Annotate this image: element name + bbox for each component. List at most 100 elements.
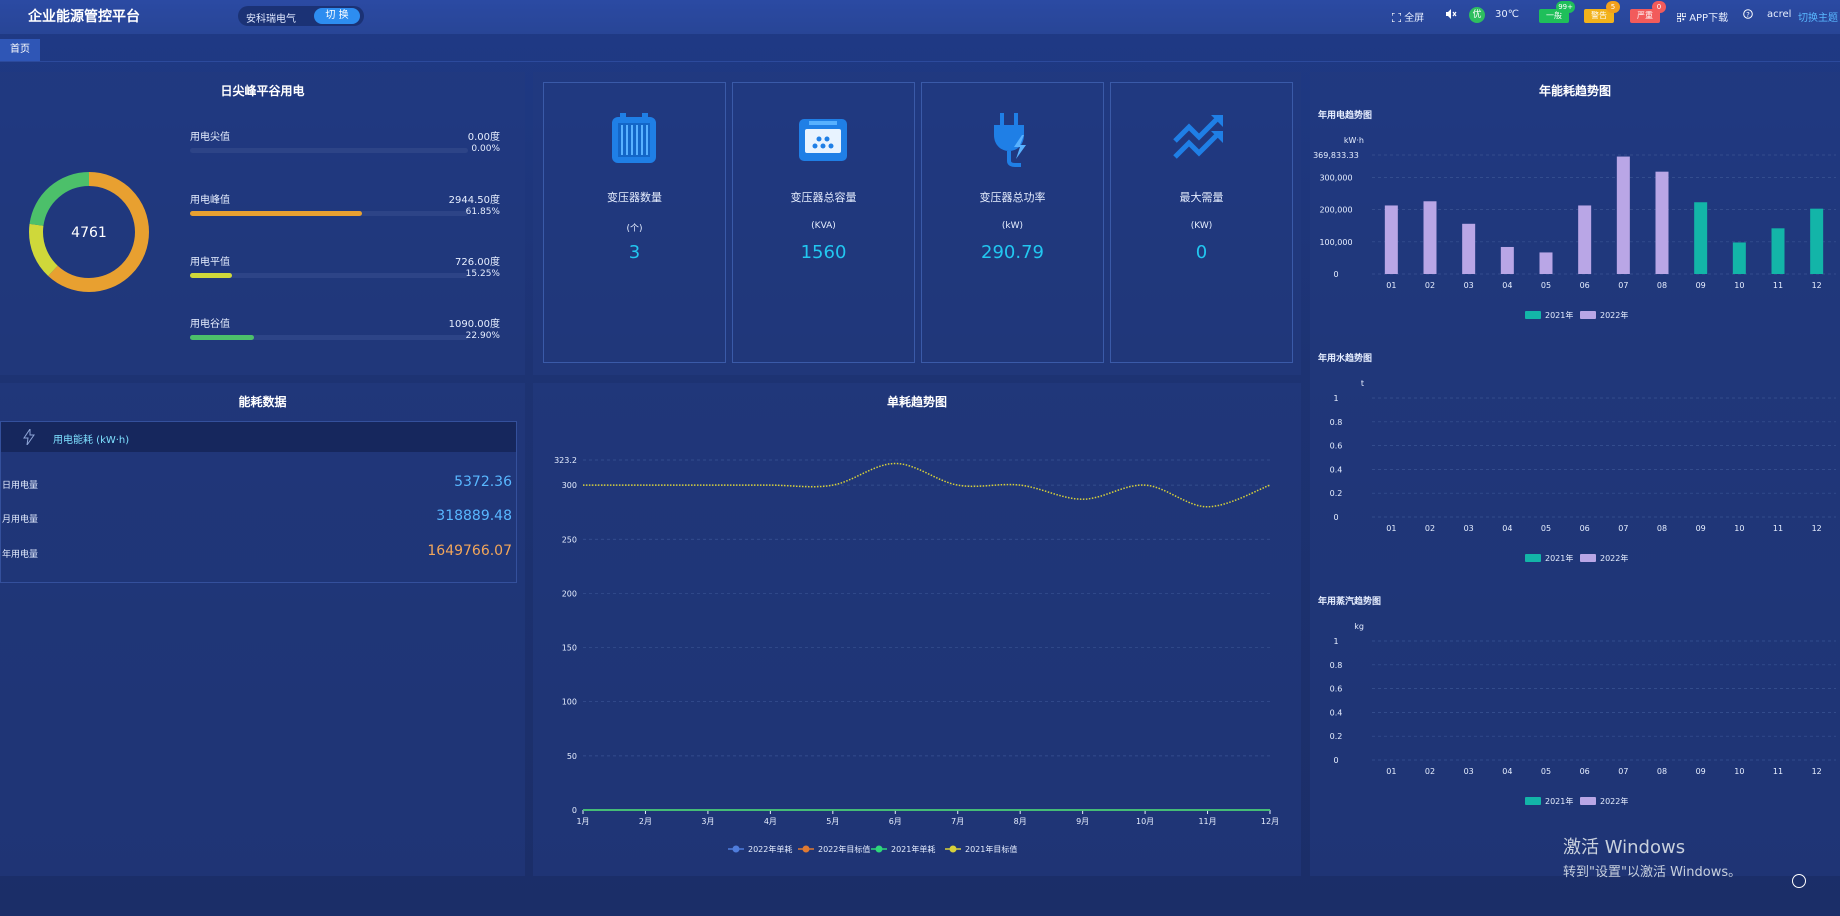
kpi-transformer-count-unit: (个) [626,224,643,234]
power-plug-icon [994,113,1026,167]
donut-slice-2 [29,172,149,292]
legend-label: 2022年 [1600,796,1628,806]
year-energy-value: 1649766.07 [427,543,512,559]
alarm-warning-label: 警告 [1591,11,1607,20]
x-tick-label: 3月 [701,817,714,826]
year-energy-label: 年用电量 [2,550,39,560]
temperature: 30℃ [1495,9,1519,20]
tab-bar: 首页 [0,34,1840,62]
x-tick-label: 7月 [951,817,964,826]
y-tick-label: 369,833.33 [1313,151,1359,160]
bar-2021年-09 [1694,202,1708,274]
unit-consumption-chart: 0 50 100 150 200 250 300 323.2 1月 2月 3月 4月 5月 6月 7月 8月 9… [554,456,1279,854]
day-energy-value: 5372.36 [454,474,512,490]
y-tick-label: 0 [1333,513,1338,522]
legend-label: 2021年 [1545,310,1573,320]
kpi-max-demand-unit: (KW) [1190,221,1213,231]
legend-label: 2022年目标值 [818,844,870,854]
x-tick-label: 02 [1425,767,1435,776]
y-tick-label: 0.2 [1330,732,1343,741]
x-tick-label: 8月 [1014,817,1027,826]
fullscreen-button[interactable]: 全屏 [1391,9,1424,24]
help-button[interactable]: ? [1743,9,1753,22]
x-tick-label: 2月 [639,817,652,826]
switch-site-button[interactable]: 切 换 [314,8,360,24]
sharp-value: 0.00度 [467,132,500,143]
valley-label: 用电谷值 [190,319,230,330]
alarm-general-badge[interactable]: 一般 99+ [1539,1,1575,23]
x-tick-label: 9月 [1076,817,1089,826]
x-tick-label: 08 [1657,767,1667,776]
valley-bar-fill [190,335,254,340]
yearly-trend-panel: 年能耗趋势图 年用电趋势图 kW·h 0 100,000 200,000 300,000… [1310,72,1840,876]
bar-2022年-07 [1616,156,1630,274]
flat-percent: 15.25% [465,269,500,279]
y-tick-label: 100 [562,698,577,707]
legend-swatch [1580,554,1596,562]
legend-swatch [1525,797,1541,805]
peak-valley-title: 日尖峰平谷用电 [220,84,305,98]
x-tick-label: 11月 [1198,817,1216,826]
legend-label: 2022年 [1600,310,1628,320]
chat-icon[interactable] [1792,874,1806,888]
y-tick-label: 0 [572,806,577,815]
peak-percent: 61.85% [465,207,500,217]
y-unit-label: kg [1354,622,1364,631]
flat-label: 用电平值 [190,257,230,268]
tab-home[interactable]: 首页 [0,39,40,61]
y-tick-label: 0.8 [1330,661,1343,670]
kpi-total-capacity-name: 变压器总容量 [790,191,857,204]
app-download-button[interactable]: APP下载 [1676,9,1729,24]
site-switcher: 安科瑞电气 切 换 [238,6,364,26]
alarm-severe-count: 0 [1652,1,1666,13]
mute-button[interactable] [1445,9,1457,22]
valley-value: 1090.00度 [448,319,500,330]
bar-2022年-02 [1423,201,1437,274]
kpi-total-capacity-unit: (KVA) [811,221,836,231]
legend-swatch [1525,311,1541,319]
energy-header-label: 用电能耗 (kW·h) [53,435,130,446]
kpi-panel: 变压器数量 (个) 3 变压器总容量 (KVA) 1560 变压器总功率 (kW… [533,72,1301,375]
x-tick-label: 09 [1696,524,1706,533]
x-tick-label: 01 [1386,281,1396,290]
alarm-warning-badge[interactable]: 警告 5 [1584,1,1620,23]
bar-2021年-11 [1771,228,1785,274]
energy-title: 能耗数据 [238,395,287,409]
y-tick-label: 1 [1333,394,1338,403]
unit-consumption-panel: 单耗趋势图 0 50 100 150 200 250 300 323.2 1月 2月 3月 4月 5月 6… [533,383,1301,876]
energy-panel: 能耗数据 用电能耗 (kW·h) 日用电量 5372.36 月用电量 31888… [0,383,525,876]
x-tick-label: 12 [1812,767,1822,776]
air-quality-badge: 优 [1469,7,1485,23]
legend-label: 2022年单耗 [748,844,792,854]
legend-label: 2021年 [1545,553,1573,563]
app-download-label: APP下载 [1689,13,1729,24]
alarm-general-label: 一般 [1546,11,1562,20]
x-tick-label: 10月 [1136,817,1154,826]
capacity-icon [799,119,847,161]
x-tick-label: 05 [1541,524,1551,533]
x-tick-label: 04 [1502,524,1512,533]
alarm-severe-badge[interactable]: 严重 0 [1630,1,1666,23]
x-tick-label: 09 [1696,767,1706,776]
x-tick-label: 06 [1580,767,1590,776]
bar-2021年-12 [1810,208,1824,274]
user-name[interactable]: acrel [1767,9,1792,20]
x-tick-label: 10 [1734,767,1744,776]
donut-slice-3 [29,172,149,292]
top-bar: 企业能源管控平台 安科瑞电气 切 换 全屏 优 30℃ 一般 99+ 警告 5 … [0,0,1840,34]
alarm-general-count: 99+ [1556,1,1575,13]
y-tick-label: 300,000 [1319,173,1352,182]
switch-theme-link[interactable]: 切换主题 [1798,13,1838,24]
legend-marker [732,845,740,853]
x-tick-label: 4月 [764,817,777,826]
energy-box: 用电能耗 (kW·h) 日用电量 5372.36 月用电量 318889.48 … [0,421,517,583]
energy-header: 用电能耗 (kW·h) [1,422,516,452]
legend-label: 2021年单耗 [891,844,935,854]
peak-bar-track [190,211,468,216]
x-tick-label: 11 [1773,524,1783,533]
y-tick-label: 200 [562,589,577,598]
alarm-severe-label: 严重 [1637,11,1653,20]
kpi-total-power-value: 290.79 [981,242,1044,263]
x-tick-label: 04 [1502,767,1512,776]
flat-bar-track [190,273,468,278]
